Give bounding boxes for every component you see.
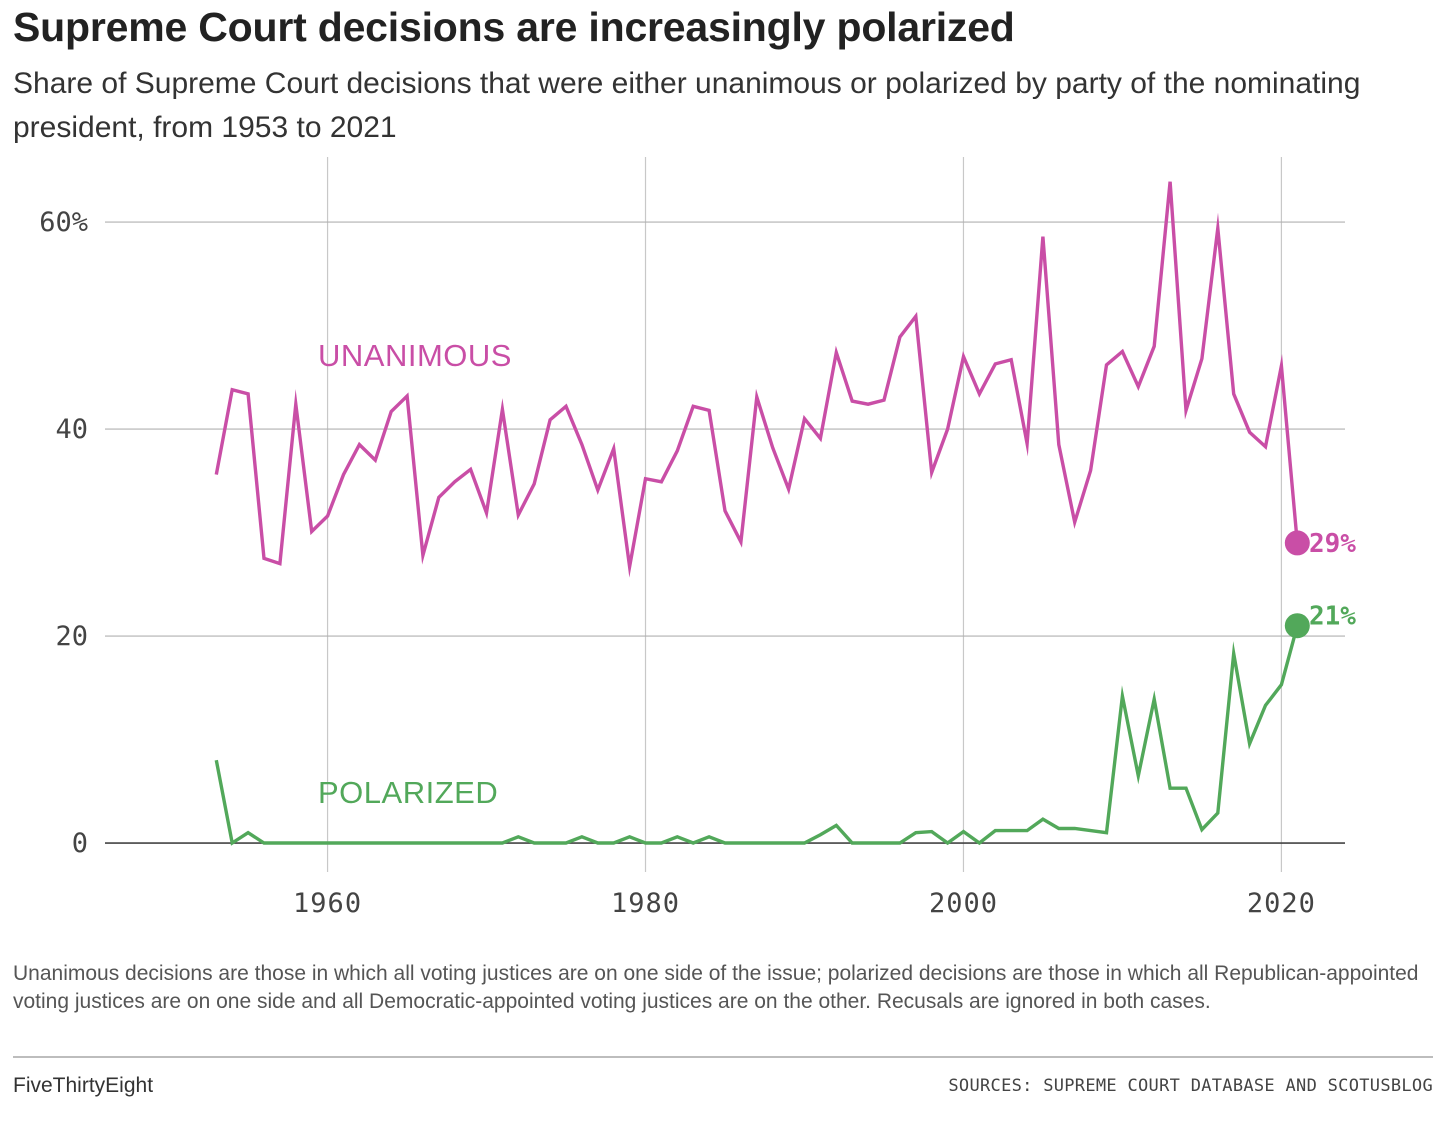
- unanimous-series-line: [214, 181, 1299, 578]
- unanimous-end-value-label: 29%: [1309, 529, 1356, 559]
- y-tick-label: 60%: [39, 207, 88, 238]
- chart-title: Supreme Court decisions are increasingly…: [13, 4, 1015, 50]
- polarized-series-line: [214, 625, 1299, 846]
- x-tick-label: 2000: [929, 888, 998, 919]
- footer-divider: [13, 1056, 1433, 1058]
- y-tick-label: 20: [55, 621, 88, 652]
- polarized-end-marker: [1284, 613, 1310, 639]
- y-tick-label: 0: [72, 828, 88, 859]
- x-tick-label: 1980: [611, 888, 680, 919]
- unanimous-series-label: UNANIMOUS: [318, 338, 512, 373]
- x-tick-label: 1960: [293, 888, 362, 919]
- series-layer: [214, 181, 1310, 846]
- line-chart: 1960 1980 2000 2020 0 20 40 60% UNANIMOUS POLARI…: [39, 157, 1356, 919]
- axis-layer: 1960 1980 2000 2020 0 20 40 60%: [39, 207, 1316, 919]
- unanimous-end-marker: [1284, 530, 1310, 556]
- x-tick-label: 2020: [1247, 888, 1316, 919]
- label-layer: UNANIMOUS POLARIZED 29% 21%: [318, 338, 1356, 810]
- source-credit: SOURCES: SUPREME COURT DATABASE AND SCOT…: [948, 1076, 1433, 1096]
- chart-subtitle: Share of Supreme Court decisions that we…: [13, 67, 1361, 144]
- polarized-end-value-label: 21%: [1309, 602, 1356, 632]
- chart-note: Unanimous decisions are those in which a…: [13, 962, 1419, 1013]
- polarized-series-label: POLARIZED: [318, 775, 498, 810]
- brand-logo-text: FiveThirtyEight: [13, 1074, 154, 1097]
- y-tick-label: 40: [55, 414, 88, 445]
